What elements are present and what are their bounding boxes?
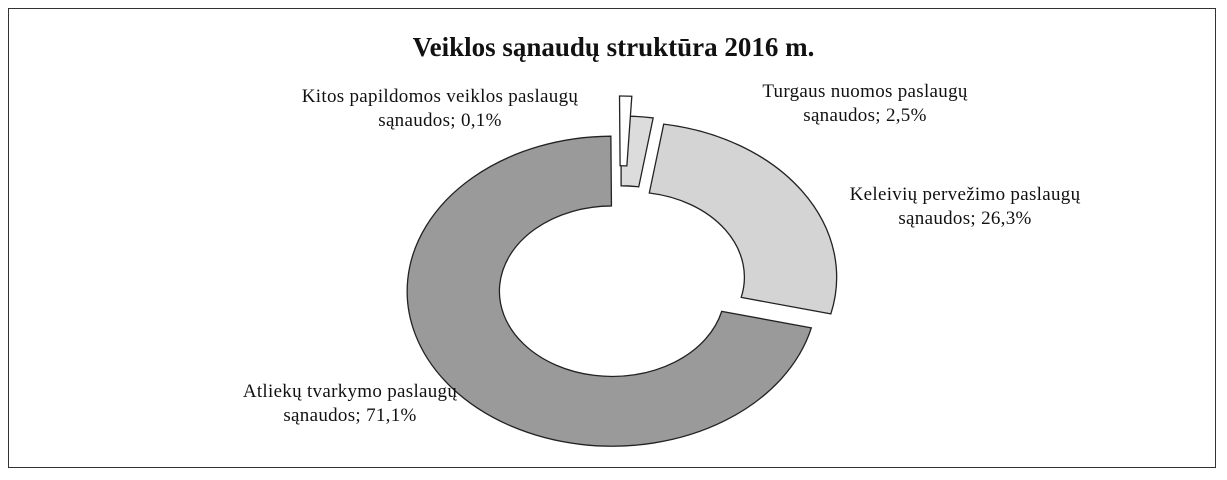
slice-label: Keleivių pervežimo paslaugų sąnaudos; 26… — [840, 183, 1090, 231]
chart-title: Veiklos sąnaudų struktūra 2016 m. — [412, 32, 815, 62]
category-label: Keleivių pervežimo paslaugų sąnaudos; — [849, 184, 1081, 229]
category-label: Kitos papildomos veiklos paslaugų sąnaud… — [301, 86, 579, 131]
category-label: Atliekų tvarkymo paslaugų sąnaudos; — [242, 381, 458, 426]
donut-slice — [406, 135, 813, 447]
value-label: 0,1% — [460, 110, 502, 131]
donut-slice — [648, 123, 838, 315]
slice-label: Atliekų tvarkymo paslaugų sąnaudos; 71,1… — [205, 380, 495, 428]
value-label: 26,3% — [981, 208, 1032, 229]
category-label: Turgaus nuomos paslaugų sąnaudos; — [762, 81, 968, 126]
donut-slice — [618, 95, 633, 167]
slice-label: Turgaus nuomos paslaugų sąnaudos; 2,5% — [740, 80, 990, 128]
chart-frame — [8, 8, 1216, 468]
value-label: 2,5% — [885, 105, 927, 126]
slice-label: Kitos papildomos veiklos paslaugų sąnaud… — [300, 85, 580, 133]
value-label: 71,1% — [366, 405, 417, 426]
